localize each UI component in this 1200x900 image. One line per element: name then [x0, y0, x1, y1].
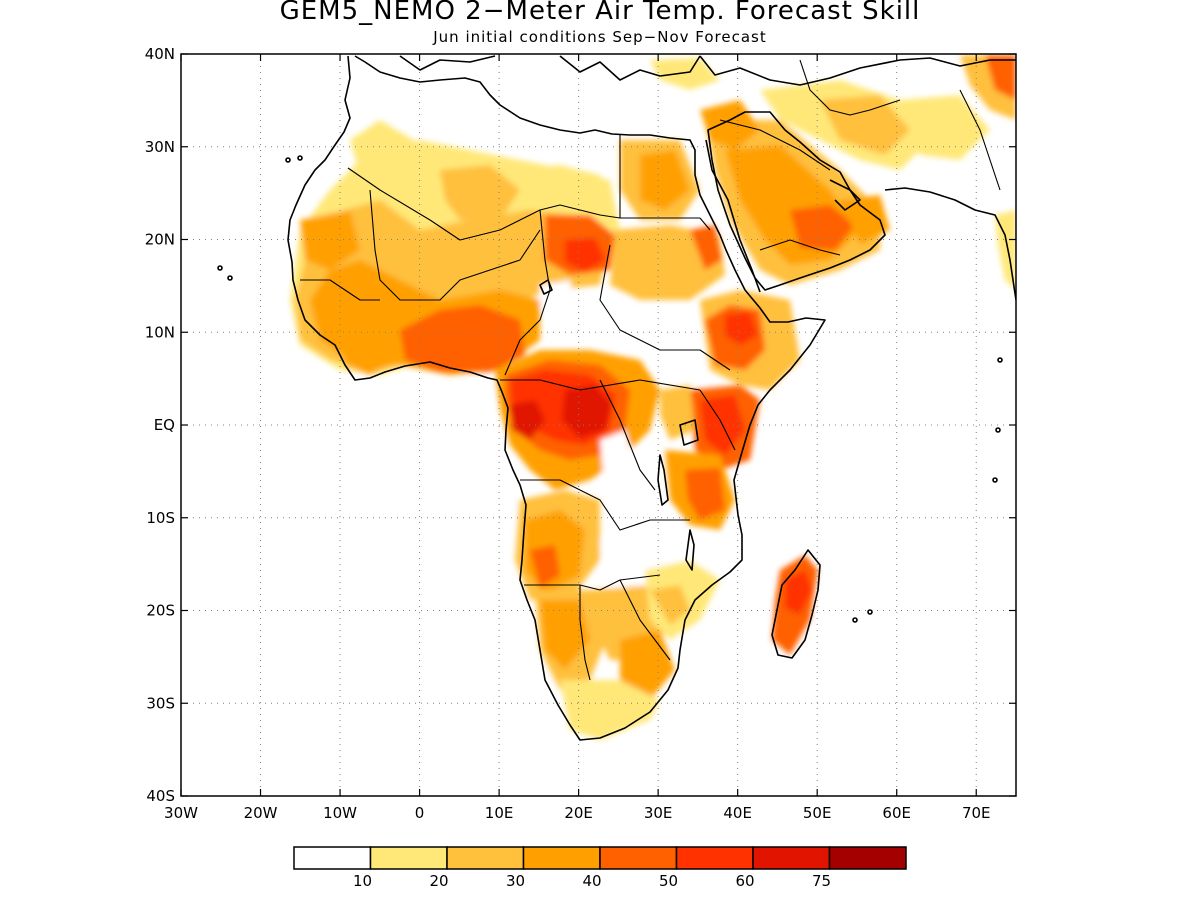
canary-island — [297, 155, 303, 161]
shade-lake-region — [660, 385, 695, 440]
arabia-coastline — [707, 111, 886, 291]
asia-coastline — [699, 55, 1016, 301]
shade-sahara-central — [440, 165, 520, 220]
shade-arabia-strong — [790, 205, 855, 250]
shade-turkey — [650, 58, 720, 90]
lake-victoria — [679, 419, 699, 446]
seychelles-island — [995, 427, 1001, 433]
europe-coast — [399, 55, 701, 81]
y-tick-label: 30N — [145, 138, 175, 156]
shade-ethiopia-red — [725, 312, 758, 345]
x-tick-label: 10E — [485, 804, 514, 822]
shade-egypt-mid — [640, 150, 690, 210]
x-tick-label: 50E — [803, 804, 832, 822]
y-tick-label: 10S — [146, 509, 175, 527]
maldives-island — [997, 357, 1003, 363]
y-tick-label: 10N — [145, 323, 175, 341]
shade-mozambique-mid — [650, 585, 690, 625]
shade-oman — [840, 195, 890, 245]
x-tick-label: 30W — [164, 804, 198, 822]
shade-southafrica — [560, 680, 660, 740]
y-tick-label: 40N — [145, 45, 175, 63]
shade-central-asia-strong — [985, 55, 1016, 100]
country-borders — [300, 59, 1001, 681]
colorbar-label: 60 — [735, 872, 754, 890]
x-axis: 30W 20W 10W 0 10E 20E 30E 40E 50E 60E 70E — [164, 54, 991, 822]
colorbar-label: 10 — [353, 872, 372, 890]
y-axis: 40N 30N 20N 10N EQ 10S 20S 30S 40S — [145, 45, 1016, 805]
x-tick-label: 70E — [962, 804, 991, 822]
shade-congo-white — [600, 430, 640, 510]
africa-coastline — [287, 55, 826, 741]
colorbar-swatch — [828, 846, 907, 870]
persian-gulf — [829, 179, 861, 211]
shade-angola-strong — [530, 545, 560, 588]
shade-namibia-mid — [540, 600, 590, 670]
colorbar-label: 50 — [659, 872, 678, 890]
y-tick-label: 30S — [146, 694, 175, 712]
cape-verde-island — [227, 275, 233, 281]
shade-iran-mid — [820, 95, 910, 155]
colorbar-swatch — [293, 846, 372, 870]
x-tick-label: 0 — [415, 804, 425, 822]
shade-westcoast-orange — [340, 330, 400, 375]
coastlines — [217, 55, 1016, 741]
colorbar-swatch — [599, 846, 678, 870]
lake-tanganyika — [657, 454, 669, 506]
shade-madagascar-red — [785, 570, 812, 615]
x-tick-label: 30E — [644, 804, 673, 822]
colorbar-label: 40 — [582, 872, 601, 890]
colorbar: 10 20 30 40 50 60 75 — [293, 846, 907, 890]
lake-chad — [539, 279, 553, 295]
colorbar-swatch — [522, 846, 601, 870]
shade-congo-white2 — [540, 280, 575, 320]
x-tick-label: 20W — [244, 804, 278, 822]
red-sea-east — [705, 139, 761, 293]
colorbar-label: 75 — [812, 872, 831, 890]
x-tick-label: 60E — [882, 804, 911, 822]
x-tick-label: 20E — [564, 804, 593, 822]
colorbar-swatch — [446, 846, 525, 870]
chart-title: GEM5_NEMO 2−Meter Air Temp. Forecast Ski… — [279, 0, 921, 26]
colorbar-label: 30 — [506, 872, 525, 890]
x-tick-label: 10W — [323, 804, 357, 822]
y-tick-label: 20S — [146, 602, 175, 620]
colorbar-swatch — [752, 846, 831, 870]
colorbar-swatch — [369, 846, 448, 870]
cape-verde-island — [217, 265, 223, 271]
chagos-island — [992, 477, 998, 483]
colorbar-label: 20 — [429, 872, 448, 890]
colorbar-swatch — [675, 846, 754, 870]
reunion-island — [852, 617, 858, 623]
shade-tanzania-strong — [685, 468, 725, 520]
lake-malawi — [685, 529, 695, 571]
shade-coast-strong — [400, 305, 525, 372]
shade-nile-east — [690, 225, 722, 270]
shade-libya — [520, 165, 610, 215]
shade-congo-core — [562, 385, 612, 438]
skill-shading — [290, 55, 1016, 740]
chart-subtitle: Jun initial conditions Sep−Nov Forecast — [433, 28, 767, 46]
shade-gabon-core — [510, 400, 545, 440]
y-tick-label: 20N — [145, 231, 175, 249]
shade-mauritania — [300, 210, 360, 270]
y-tick-label: EQ — [154, 416, 175, 434]
map-gridlines — [181, 54, 1016, 796]
shade-chad-red — [565, 238, 605, 272]
shade-pakistan — [900, 95, 990, 160]
x-tick-label: 40E — [723, 804, 752, 822]
mauritius-island — [867, 609, 873, 615]
canary-island — [285, 157, 291, 163]
y-tick-label: 40S — [146, 787, 175, 805]
madagascar — [771, 549, 821, 659]
